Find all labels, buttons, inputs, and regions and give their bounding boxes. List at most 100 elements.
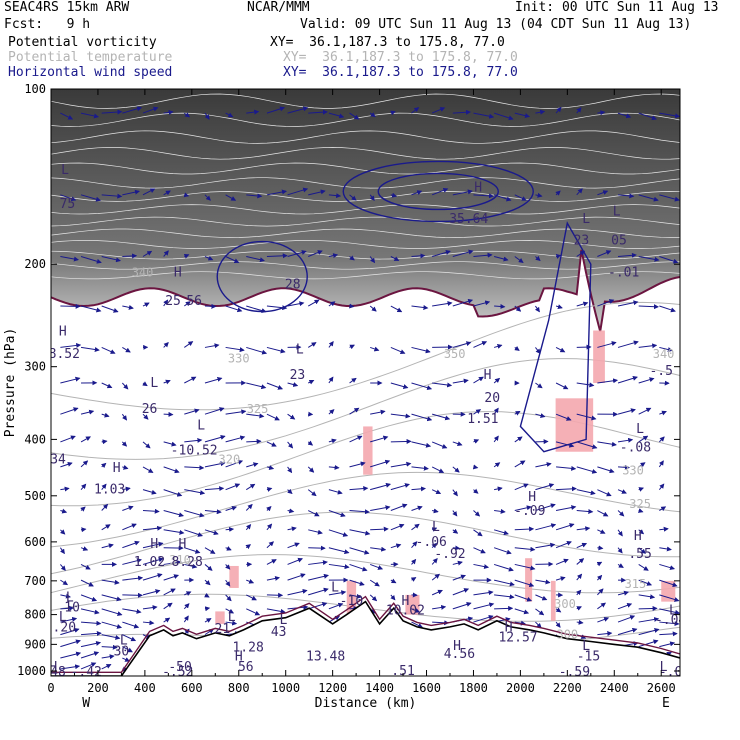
wind-vector xyxy=(514,345,520,351)
extremum-label: -.5 xyxy=(649,364,672,379)
wind-vector xyxy=(452,602,472,610)
wind-vector xyxy=(493,112,514,121)
wind-vector xyxy=(142,381,148,387)
wind-vector xyxy=(535,503,556,512)
wind-vector xyxy=(245,544,251,550)
wind-vector xyxy=(659,563,676,571)
wind-vector xyxy=(287,508,295,514)
wind-vector xyxy=(452,378,469,384)
y-tick-label: 100 xyxy=(24,82,46,96)
stratosphere-isentrope xyxy=(51,177,680,189)
wind-vector xyxy=(576,466,598,474)
x-tick-label: 800 xyxy=(228,681,250,695)
extremum-label: .51 xyxy=(391,664,414,679)
wind-vector xyxy=(122,304,134,310)
wind-vector xyxy=(411,441,432,448)
wind-vector xyxy=(535,608,545,616)
wind-vector xyxy=(411,107,420,114)
wind-vector xyxy=(349,529,371,536)
wind-vector xyxy=(618,464,631,470)
wind-vector xyxy=(163,617,171,623)
pv-positive-patch xyxy=(346,580,357,621)
wind-vector xyxy=(473,193,495,199)
wind-vector xyxy=(101,644,118,650)
wind-vector xyxy=(370,435,389,443)
wind-speed-contour xyxy=(519,221,592,453)
extremum-label: H xyxy=(235,650,243,665)
stratosphere-isentrope xyxy=(51,147,680,160)
extremum-label: 05 xyxy=(611,233,627,248)
org-label: NCAR/MMM xyxy=(247,0,310,15)
wind-vector xyxy=(597,602,606,610)
x-tick-label: 2200 xyxy=(553,681,582,695)
wind-vector xyxy=(659,305,676,313)
wind-vector xyxy=(390,382,409,389)
wind-vector xyxy=(514,483,529,491)
wind-vector xyxy=(473,529,483,537)
wind-vector xyxy=(370,526,389,532)
wind-vector xyxy=(535,192,543,198)
wind-vector xyxy=(184,547,201,554)
wind-vector xyxy=(225,435,246,443)
wind-vector xyxy=(659,608,680,615)
wind-vector xyxy=(184,510,205,518)
wind-vector xyxy=(617,437,634,443)
wind-vector xyxy=(514,505,532,512)
wind-vector xyxy=(411,523,420,531)
wind-vector xyxy=(473,602,495,610)
wind-vector xyxy=(432,301,453,307)
wind-vector xyxy=(225,194,237,201)
wind-vector xyxy=(266,189,287,196)
stratosphere-isentrope xyxy=(51,130,680,144)
theta-label: 310 xyxy=(169,553,191,567)
wind-vector xyxy=(473,409,482,415)
wind-vector xyxy=(142,302,150,308)
wind-vector xyxy=(349,407,360,415)
theta-label: 340 xyxy=(653,347,675,361)
extremum-label: L xyxy=(61,163,69,178)
wind-vector xyxy=(617,563,624,568)
wind-vector xyxy=(411,621,424,628)
wind-vector xyxy=(246,462,259,468)
wind-vector xyxy=(597,617,610,623)
wind-speed-contour xyxy=(377,172,499,211)
wind-vector xyxy=(452,341,472,348)
wind-vector xyxy=(493,407,499,415)
wind-vector xyxy=(659,346,673,352)
wind-vector xyxy=(556,486,577,492)
wind-vector xyxy=(183,615,189,623)
wind-vector xyxy=(328,547,350,555)
wind-vector xyxy=(617,510,625,517)
wind-vector xyxy=(576,606,582,611)
wind-vector xyxy=(184,563,198,569)
wind-vector xyxy=(246,109,260,115)
wind-vector xyxy=(411,608,421,613)
extremum-label: 1.28 xyxy=(232,640,263,655)
wind-vector xyxy=(659,621,680,627)
wind-vector xyxy=(101,608,123,617)
wind-vector xyxy=(494,508,506,514)
theta-label: 340 xyxy=(132,266,154,280)
wind-vector xyxy=(493,343,503,349)
wind-vector xyxy=(369,579,380,587)
wind-vector xyxy=(142,188,156,196)
wind-vector xyxy=(514,608,530,615)
terrain-outline xyxy=(51,600,680,676)
wind-vector xyxy=(638,435,649,443)
wind-vector xyxy=(452,249,474,257)
wind-vector xyxy=(184,408,200,415)
wind-vector xyxy=(163,588,176,596)
wind-vector xyxy=(142,589,161,596)
wind-vector xyxy=(266,305,288,311)
wind-vector xyxy=(659,641,676,648)
theta-label: 350 xyxy=(444,347,466,361)
wind-vector xyxy=(328,253,339,259)
wind-vector xyxy=(535,579,551,585)
wind-vector xyxy=(473,439,480,444)
wind-vector xyxy=(659,194,680,202)
theta-contour xyxy=(51,301,680,411)
wind-speed-contour xyxy=(342,160,534,223)
wind-vector xyxy=(204,509,222,515)
y-axis-label: Pressure (hPa) xyxy=(3,328,18,438)
theta-contour xyxy=(51,554,680,594)
